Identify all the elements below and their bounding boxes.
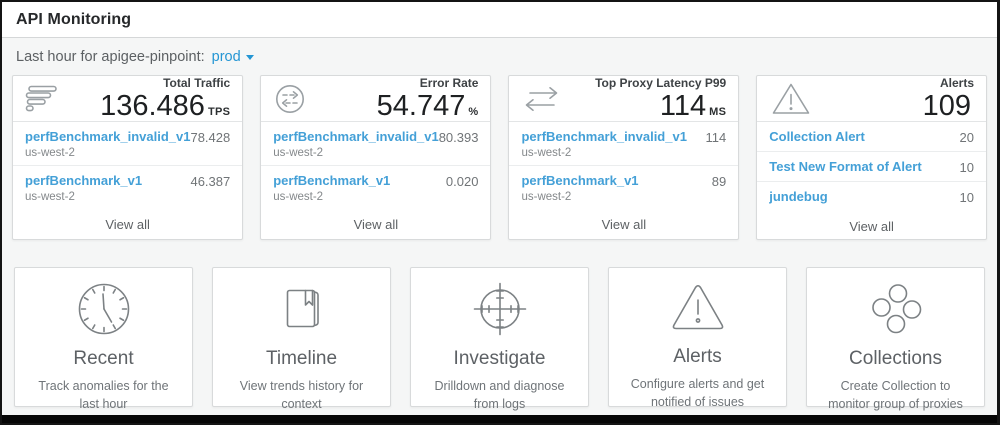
nav-card-title: Alerts — [673, 346, 722, 367]
nav-card-description: Track anomalies for the last hour — [38, 379, 169, 411]
crosshair-icon — [472, 281, 528, 337]
alerts-card: Alerts 109 Collection Alert 20 Test New … — [756, 75, 987, 240]
region-label: us-west-2 — [273, 191, 324, 203]
nav-card-title: Timeline — [265, 348, 338, 369]
scope-label: Last hour for apigee-pinpoint: — [16, 48, 205, 65]
row-value: 10 — [959, 160, 974, 175]
nav-cards-row: Recent Track anomalies for the last hour… — [14, 267, 985, 423]
view-all-link[interactable]: View all — [601, 217, 647, 232]
alert-link[interactable]: Collection Alert — [769, 129, 865, 144]
region-label: us-west-2 — [521, 147, 572, 159]
nav-card-description: View trends history for context — [239, 379, 364, 411]
page-title: API Monitoring — [16, 10, 132, 28]
metric-label: Total Traffic — [163, 76, 231, 91]
chevron-down-icon — [245, 55, 254, 60]
row-value: 80.393 — [438, 130, 479, 145]
table-row: perfBenchmark_v1 us-west-2 0.020 — [261, 166, 490, 209]
row-value: 10 — [959, 190, 974, 205]
nav-card-description: Configure alerts and get notified of iss… — [630, 377, 765, 409]
table-row: jundebug 10 — [757, 182, 986, 211]
nav-card-title: Recent — [73, 348, 134, 369]
subheader: Last hour for apigee-pinpoint: prod — [2, 38, 997, 75]
nav-card-timeline[interactable]: Timeline View trends history for context — [212, 267, 391, 411]
table-row: Test New Format of Alert 10 — [757, 152, 986, 182]
bidirectional-arrows-icon — [521, 85, 563, 113]
proxy-link[interactable]: perfBenchmark_v1 — [521, 173, 639, 188]
proxy-link[interactable]: perfBenchmark_invalid_v1 — [521, 129, 687, 144]
table-row: perfBenchmark_invalid_v1 us-west-2 80.39… — [261, 122, 491, 166]
total-traffic-card: Total Traffic 136.486 TPS perfBenchmark_i… — [12, 75, 244, 240]
row-value: 89 — [711, 174, 727, 189]
metric-label: Error Rate — [419, 76, 479, 91]
metric-label: Top Proxy Latency P99 — [595, 76, 727, 91]
metric-value: 109 — [922, 90, 971, 123]
proxy-link[interactable]: perfBenchmark_invalid_v1 — [273, 129, 439, 144]
alert-link[interactable]: Test New Format of Alert — [769, 159, 922, 174]
metric-cards-row: Total Traffic 136.486 TPS perfBenchmark_i… — [12, 75, 987, 240]
warning-triangle-icon — [668, 281, 728, 335]
row-value: 78.428 — [190, 130, 231, 145]
nav-card-title: Investigate — [453, 348, 546, 369]
region-label: us-west-2 — [25, 191, 75, 203]
region-label: us-west-2 — [25, 147, 75, 159]
nav-card-collections[interactable]: Collections Create Collection to monitor… — [806, 267, 985, 423]
table-row: perfBenchmark_invalid_v1 us-west-2 78.42… — [13, 122, 243, 166]
exchange-arrows-circle-icon — [273, 82, 307, 116]
alert-link[interactable]: jundebug — [769, 189, 828, 204]
proxy-link[interactable]: perfBenchmark_invalid_v1 — [25, 129, 191, 144]
row-value: 114 — [705, 130, 727, 145]
clock-icon — [76, 281, 132, 337]
metric-label: Alerts — [939, 76, 974, 91]
view-all-link[interactable]: View all — [353, 217, 399, 232]
book-icon — [274, 281, 330, 337]
latency-card: Top Proxy Latency P99 114 MS perfBenchmar… — [508, 75, 740, 240]
metric-unit: MS — [709, 106, 727, 119]
title-bar: API Monitoring — [2, 2, 997, 38]
table-row: Collection Alert 20 — [757, 122, 986, 152]
nav-card-title: Collections — [849, 348, 942, 369]
circles-cluster-icon — [868, 281, 924, 337]
table-row: perfBenchmark_v1 us-west-2 89 — [509, 166, 738, 209]
horizontal-bars-icon — [25, 85, 59, 114]
nav-card-investigate[interactable]: Investigate Drilldown and diagnose from … — [410, 267, 589, 411]
row-value: 0.020 — [445, 174, 479, 189]
view-all-link[interactable]: View all — [105, 217, 150, 232]
metric-value: 136.486 TPS — [100, 90, 231, 123]
region-label: us-west-2 — [521, 191, 572, 203]
nav-card-alerts[interactable]: Alerts Configure alerts and get notified… — [608, 267, 787, 409]
metric-unit: TPS — [207, 106, 231, 119]
bottom-bar — [2, 415, 997, 423]
row-value: 46.387 — [190, 174, 231, 189]
region-label: us-west-2 — [273, 147, 324, 159]
error-rate-card: Error Rate 54.747% perfBenchmark_invalid… — [260, 75, 492, 240]
environment-value[interactable]: prod — [211, 48, 241, 65]
metric-value: 114 MS — [659, 90, 727, 123]
table-row: perfBenchmark_invalid_v1 us-west-2 114 — [509, 122, 739, 166]
metric-value: 54.747% — [376, 90, 479, 123]
nav-card-recent[interactable]: Recent Track anomalies for the last hour — [14, 267, 193, 411]
row-value: 20 — [959, 130, 974, 145]
proxy-link[interactable]: perfBenchmark_v1 — [25, 173, 143, 188]
view-all-link[interactable]: View all — [849, 219, 894, 234]
proxy-link[interactable]: perfBenchmark_v1 — [273, 173, 391, 188]
environment-selector[interactable]: prod — [212, 49, 254, 65]
table-row: perfBenchmark_v1 us-west-2 46.387 — [13, 166, 242, 209]
warning-triangle-icon — [769, 80, 813, 118]
nav-card-description: Drilldown and diagnose from logs — [434, 379, 565, 411]
metric-unit: % — [468, 106, 479, 119]
